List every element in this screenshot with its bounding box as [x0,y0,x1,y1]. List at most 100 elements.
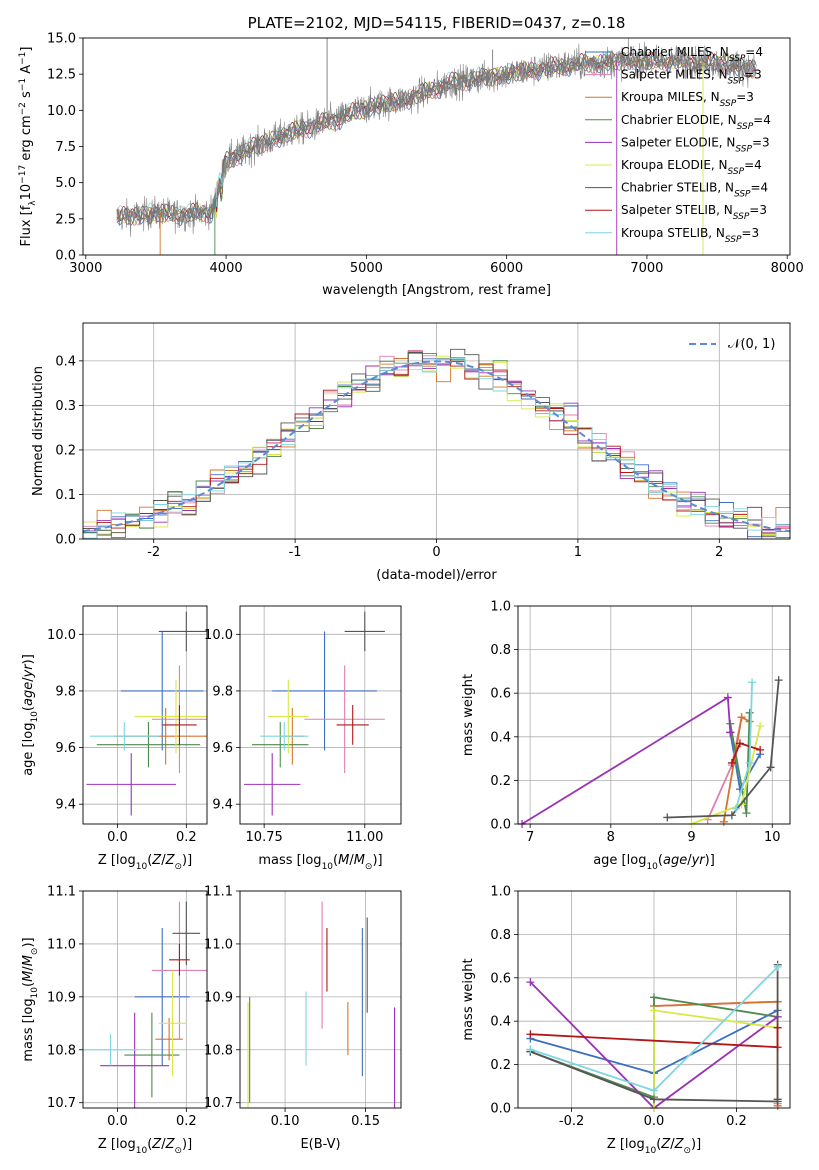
legend-label: 𝒩(0, 1) [728,337,775,352]
weight-marker [745,708,754,717]
y-tick-label: 10.0 [47,628,76,643]
weight-lines [526,960,782,1112]
label-segment: erg cm [19,115,34,164]
label-segment: ⊙ [30,948,40,956]
x-axis-label: Z [log10(Z/Z⊙)] [98,853,192,872]
y-tick-label: 0.0 [55,249,76,264]
spectrum-lines [116,38,757,255]
label-segment: A [19,65,34,78]
weight-marker [735,739,744,748]
label-segment: Flux [f [19,205,34,246]
error-bars [83,901,207,1108]
axes-frame [239,605,402,825]
x-tick-label: 0.2 [176,830,197,845]
y-tick-label: 10.8 [47,1043,76,1058]
y-tick-label: 9.4 [55,798,76,813]
x-tick-label: 1 [574,545,582,560]
weight-marker [719,817,728,826]
label-segment: 10 [30,987,40,999]
y-tick-label: 0.3 [55,399,76,414]
y-tick-label: 0.2 [55,443,76,458]
x-tick-label: 3000 [69,261,102,276]
legend-label: Chabrier STELIB, NSSP=4 [621,181,768,200]
x-axis-label: (data-model)/error [376,568,497,583]
y-tick-label: 0.4 [490,1015,511,1030]
model-spectrum-line [116,50,757,221]
y-tick-label: 10.0 [47,104,76,119]
residuals-panel: -2 -1 0 1 2 0.0 0.1 0.2 0.3 0.4 (data-model)/error… [31,322,791,583]
x-tick-label: 6000 [490,261,523,276]
weight-marker [737,713,746,722]
label-segment: ⊙ [365,862,373,872]
label-segment: )] [21,937,36,947]
x-tick-label: 10.75 [246,830,283,845]
y-axis-label: Flux [fλ10−17 erg cm−2 s−1 A−1] [18,47,38,247]
label-segment: yr [21,663,36,679]
label-segment: 10 [19,184,34,201]
y-tick-label: 11.1 [204,885,233,900]
legend-label: Salpeter ELODIE, NSSP=3 [621,135,770,154]
weight-marker [727,811,736,820]
label-segment: age [21,682,36,706]
y-tick-label: 9.8 [212,684,233,699]
label-segment: Z [log [98,1137,136,1152]
y-tick-label: 10.9 [204,990,233,1005]
weight-marker [526,1045,535,1054]
label-segment: )] [372,853,382,868]
label-segment: =3 [736,90,754,104]
label-segment: M [354,853,365,868]
weight-marker [773,1095,782,1104]
label-segment: =3 [752,135,770,149]
x-tick-label: 0.0 [644,1114,665,1129]
weight-marker [526,978,535,987]
label-segment: 10 [136,862,148,872]
y-tick-label: 2.5 [55,212,76,227]
y-tick-label: 9.6 [55,741,76,756]
label-segment: −17 [18,165,28,184]
x-tick-label: 0.2 [176,1114,197,1129]
x-axis-label: wavelength [Angstrom, rest frame] [322,283,551,298]
x-tick-label: -2 [147,545,160,560]
label-segment: Chabrier STELIB, N [621,181,734,195]
x-tick-label: 4000 [210,261,243,276]
y-tick-label: 0.8 [490,928,511,943]
legend-label: Kroupa ELODIE, NSSP=4 [621,158,762,177]
label-segment: Z [151,1137,162,1152]
weight-marker [748,678,757,687]
chart-title: PLATE=2102, MJD=54115, FIBERID=0437, z=0… [248,14,626,32]
y-tick-label: 1.0 [490,600,511,615]
y-tick-label: 0.0 [490,1102,511,1117]
weight-marker [663,813,672,822]
label-segment: SSP [728,167,745,177]
label-segment: Z [151,853,162,868]
weight-marker [773,1023,782,1032]
x-tick-label: 0.10 [271,1114,300,1129]
weight-line [667,680,780,819]
x-tick-label: 0.15 [351,1114,380,1129]
y-tick-label: 10.9 [47,990,76,1005]
label-segment: Chabrier MILES, N [621,45,729,59]
weight-marker [773,962,782,971]
y-tick-label: 1.0 [490,885,511,900]
label-segment: age [log [593,853,646,868]
label-segment: 10 [30,711,40,723]
y-tick-label: 15.0 [47,32,76,47]
mass-vs-Z-panel: 0.0 0.210.710.810.911.011.1Z [log10(Z/Z⊙)… [21,885,208,1156]
label-segment: −1 [18,78,28,91]
label-segment: Kroupa STELIB, N [621,226,725,240]
label-segment: age [663,853,687,868]
label-segment: =3 [749,203,767,217]
y-tick-label: 9.6 [212,741,233,756]
histogram-line [83,350,790,536]
y-tick-label: 9.8 [55,684,76,699]
weight-marker [727,758,736,767]
y-tick-label: 0.6 [490,971,511,986]
y-tick-label: 0.0 [490,818,511,833]
x-tick-label: -0.2 [559,1114,584,1129]
label-segment: M [338,853,349,868]
weight-line [653,1000,779,1106]
histogram-line [83,357,790,539]
